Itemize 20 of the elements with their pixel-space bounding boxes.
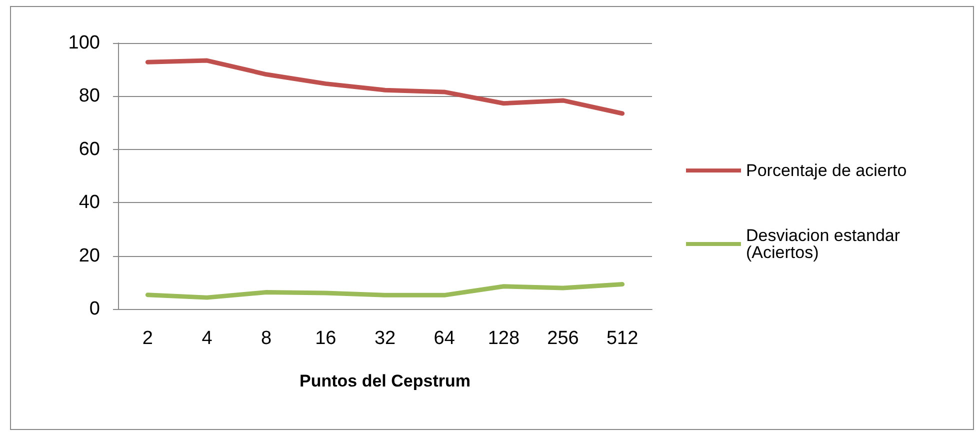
y-tick-label: 40 <box>78 192 100 214</box>
y-tick-label: 0 <box>89 298 100 320</box>
x-tick-label: 128 <box>488 328 520 349</box>
x-tick-label: 2 <box>142 328 153 349</box>
x-tick-label: 4 <box>202 328 213 349</box>
y-tick-label: 60 <box>78 138 100 160</box>
x-tick-label: 256 <box>547 328 579 349</box>
x-tick-label: 32 <box>374 328 396 349</box>
line-series <box>145 58 625 116</box>
legend-label: Porcentaje de acierto <box>746 161 907 180</box>
x-axis-title: Puntos del Cepstrum <box>300 372 470 390</box>
y-tick-label: 80 <box>78 86 100 107</box>
x-tick-label: 16 <box>315 328 336 349</box>
x-tick-label: 512 <box>606 328 638 349</box>
legend-label: Desviacion estandar (Aciertos) <box>746 226 905 262</box>
y-tick-label: 20 <box>78 245 100 266</box>
x-tick-label: 8 <box>261 328 272 349</box>
x-tick-label: 64 <box>434 328 456 349</box>
y-tick-label: 100 <box>68 32 100 54</box>
line-series <box>145 282 625 300</box>
